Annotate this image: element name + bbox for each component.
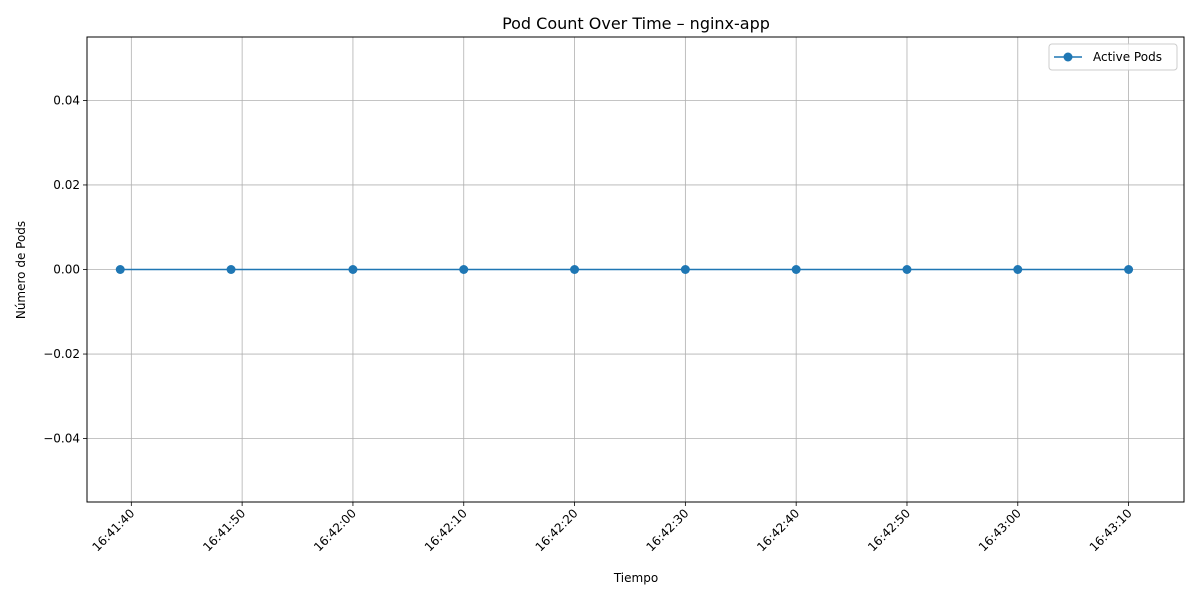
- x-axis: 16:41:40 16:41:50 16:42:00 16:42:10 16:42:20…: [89, 502, 1135, 554]
- y-tick-label: −0.02: [43, 347, 80, 361]
- series-layer: [115, 265, 1134, 274]
- legend-label-active-pods: Active Pods: [1093, 50, 1162, 64]
- x-tick-label: 16:42:40: [754, 506, 802, 554]
- y-axis-label: Número de Pods: [14, 221, 28, 319]
- y-tick-label: −0.04: [43, 432, 80, 446]
- data-point: [115, 265, 125, 274]
- y-tick-label: 0.00: [53, 263, 80, 277]
- x-tick-label: 16:42:20: [533, 506, 581, 554]
- legend: Active Pods: [1048, 43, 1178, 71]
- y-tick-label: 0.02: [53, 178, 80, 192]
- data-point: [680, 265, 690, 274]
- legend-box: [1048, 43, 1178, 71]
- data-point: [459, 265, 469, 274]
- data-point: [570, 265, 580, 274]
- x-axis-label: Tiempo: [613, 571, 658, 585]
- chart-title: Pod Count Over Time – nginx-app: [502, 14, 770, 33]
- x-tick-label: 16:41:40: [89, 506, 137, 554]
- x-tick-label: 16:42:30: [643, 506, 691, 554]
- y-axis: 0.04 0.02 0.00 −0.02 −0.04: [43, 93, 87, 446]
- data-point: [226, 265, 236, 274]
- x-tick-label: 16:42:10: [422, 506, 470, 554]
- data-point: [902, 265, 912, 274]
- legend-marker-swatch: [1063, 52, 1073, 62]
- y-tick-label: 0.04: [53, 93, 80, 107]
- x-tick-label: 16:43:00: [976, 506, 1024, 554]
- data-point: [1124, 265, 1134, 274]
- data-point: [791, 265, 801, 274]
- data-point: [348, 265, 358, 274]
- x-tick-label: 16:41:50: [200, 506, 248, 554]
- x-tick-label: 16:42:50: [865, 506, 913, 554]
- x-tick-label: 16:42:00: [311, 506, 359, 554]
- x-tick-label: 16:43:10: [1087, 506, 1135, 554]
- data-point: [1013, 265, 1023, 274]
